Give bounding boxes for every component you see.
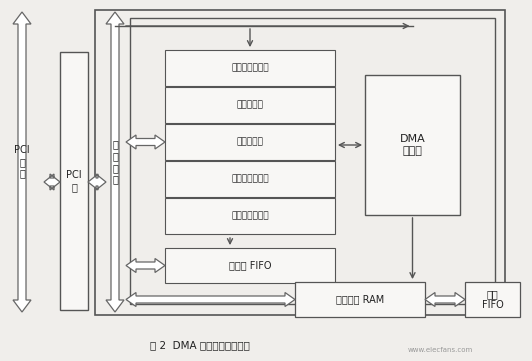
Polygon shape bbox=[13, 12, 31, 312]
Text: DMA
状态机: DMA 状态机 bbox=[400, 134, 426, 156]
Polygon shape bbox=[44, 174, 60, 190]
Polygon shape bbox=[126, 135, 165, 149]
Text: 地址寄存器: 地址寄存器 bbox=[237, 100, 263, 109]
Polygon shape bbox=[425, 292, 465, 306]
Bar bbox=[365, 75, 460, 215]
Bar bbox=[165, 198, 335, 234]
Polygon shape bbox=[106, 12, 124, 312]
Bar bbox=[165, 161, 335, 197]
Polygon shape bbox=[126, 258, 165, 273]
Text: 图 2  DMA 控制器的模块结构: 图 2 DMA 控制器的模块结构 bbox=[150, 340, 250, 350]
Polygon shape bbox=[88, 174, 106, 190]
Text: 中断状态寄存器: 中断状态寄存器 bbox=[231, 174, 269, 183]
Bar bbox=[60, 52, 88, 310]
Bar bbox=[295, 282, 425, 317]
Text: 数据通道 RAM: 数据通道 RAM bbox=[336, 295, 384, 304]
Bar bbox=[165, 50, 335, 86]
Bar bbox=[465, 282, 520, 317]
Text: 字节寄存器: 字节寄存器 bbox=[237, 138, 263, 147]
Text: 外部
FIFO: 外部 FIFO bbox=[481, 289, 503, 310]
Text: 控制状态寄存器: 控制状态寄存器 bbox=[231, 64, 269, 73]
Text: PCI
总
线: PCI 总 线 bbox=[14, 145, 30, 179]
Text: www.elecfans.com: www.elecfans.com bbox=[408, 347, 472, 353]
Text: 本
地
总
线: 本 地 总 线 bbox=[112, 140, 118, 184]
Text: 中断屏蔽寄存器: 中断屏蔽寄存器 bbox=[231, 212, 269, 221]
Bar bbox=[130, 18, 495, 304]
Text: PCI
核: PCI 核 bbox=[66, 170, 82, 192]
Bar bbox=[95, 10, 505, 315]
Polygon shape bbox=[126, 292, 295, 306]
Bar bbox=[165, 124, 335, 160]
Bar bbox=[165, 87, 335, 123]
Bar bbox=[165, 248, 335, 283]
Text: 描述符 FIFO: 描述符 FIFO bbox=[229, 261, 271, 270]
